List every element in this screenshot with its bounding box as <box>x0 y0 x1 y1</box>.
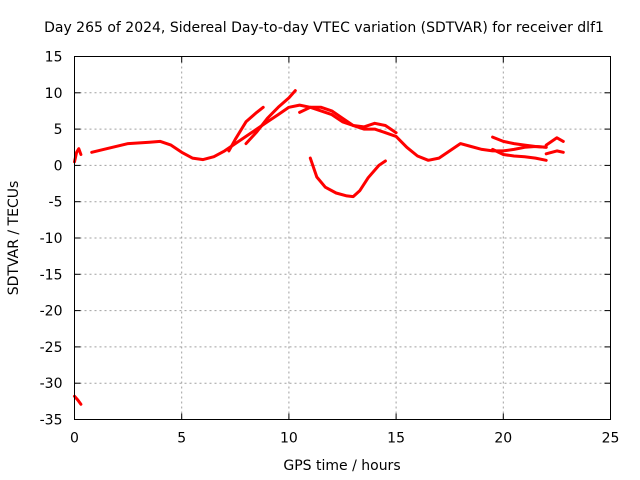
y-tick-label: 10 <box>45 86 63 102</box>
y-tick-label: -30 <box>40 376 63 392</box>
data-series <box>73 89 565 406</box>
y-tick-label: -35 <box>40 413 63 429</box>
y-axis-label: SDTVAR / TECUs <box>6 181 22 296</box>
y-tick-label: -20 <box>40 304 63 320</box>
x-axis-label: GPS time / hours <box>283 458 400 474</box>
y-tick-label: -5 <box>49 195 63 211</box>
y-tick-label: -15 <box>40 267 63 283</box>
grid <box>74 56 611 420</box>
y-tick-label: -25 <box>40 340 63 356</box>
chart-title: Day 265 of 2024, Sidereal Day-to-day VTE… <box>44 20 604 36</box>
axis-ticks: 0 5 10 15 20 25 -35 -30 -25 -20 -15 -10 -5 0 5 10 15 <box>40 50 620 447</box>
x-tick-label: 0 <box>70 431 79 447</box>
x-tick-label: 15 <box>387 431 405 447</box>
series-track-d <box>227 105 265 153</box>
series-track-e <box>244 89 297 146</box>
x-tick-label: 20 <box>494 431 512 447</box>
y-tick-label: 15 <box>45 50 63 66</box>
series-track-g <box>308 156 387 199</box>
series-track-h <box>491 135 548 149</box>
series-track-j <box>544 136 565 147</box>
y-tick-label: -10 <box>40 231 63 247</box>
series-track-b <box>73 394 83 406</box>
x-tick-label: 25 <box>602 431 620 447</box>
series-track-f <box>298 105 398 135</box>
series-track-k <box>544 149 565 156</box>
y-tick-label: 0 <box>54 158 63 174</box>
x-tick-label: 5 <box>177 431 186 447</box>
series-track-c <box>90 103 548 162</box>
series-track-i <box>491 147 548 162</box>
y-tick-label: 5 <box>54 122 63 138</box>
series-track-a <box>73 147 83 164</box>
x-tick-label: 10 <box>280 431 298 447</box>
